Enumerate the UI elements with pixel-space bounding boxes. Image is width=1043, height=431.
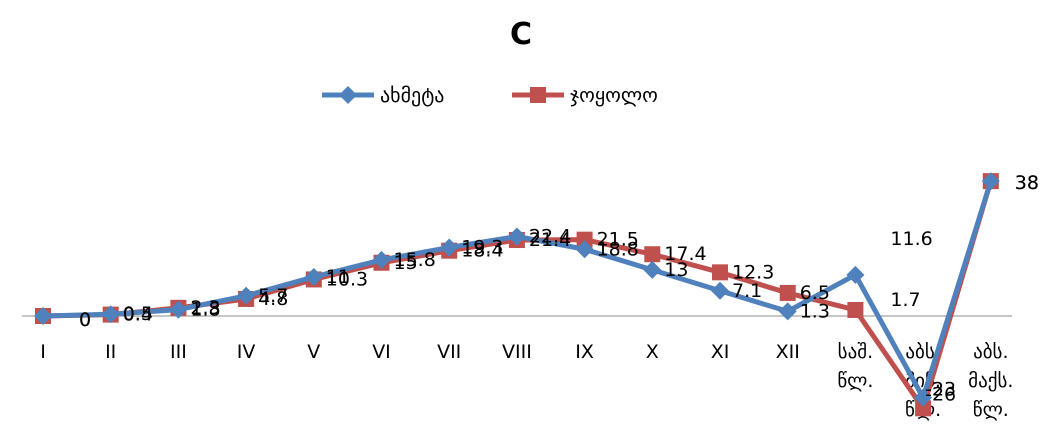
data-label: 1.7: [890, 289, 920, 311]
x-tick-label: X: [646, 341, 659, 363]
data-point-marker: [915, 400, 932, 417]
data-label: 0: [79, 309, 91, 331]
data-label: 12.3: [732, 261, 774, 283]
data-point-marker: [507, 227, 526, 246]
data-label: 15.8: [394, 249, 436, 271]
data-label: 1.3: [800, 300, 830, 322]
data-label: 0.5: [123, 303, 153, 325]
data-point-marker: [981, 172, 1000, 191]
x-tick-label: I: [40, 341, 46, 363]
x-tick-label: IX: [575, 341, 594, 363]
data-point-marker: [304, 267, 323, 286]
data-label: 10.3: [326, 268, 368, 290]
data-point-marker: [846, 265, 865, 284]
data-point-marker: [779, 284, 796, 301]
data-point-marker: [34, 307, 52, 325]
legend-marker: [530, 87, 546, 103]
chart-title: C: [510, 17, 532, 52]
legend-label: ახმეტა: [380, 83, 444, 107]
x-tick-label: მაქს.: [968, 370, 1013, 392]
data-label: 11: [326, 266, 350, 288]
data-label: 21.5: [597, 229, 639, 251]
data-point-marker: [644, 246, 661, 263]
data-label: -23: [925, 379, 956, 401]
x-tick-label: VII: [437, 341, 461, 363]
x-tick-label: IV: [237, 341, 256, 363]
data-label: 6.5: [800, 282, 830, 304]
data-point-marker: [372, 250, 391, 269]
x-tick-label: აბს.: [973, 341, 1008, 363]
legend-label: ჯოყოლო: [570, 83, 658, 107]
data-label: 22.4: [529, 225, 571, 247]
data-label: 21.4: [529, 229, 571, 251]
x-tick-label: წლ.: [837, 370, 873, 392]
data-point-marker: [169, 300, 188, 319]
legend-marker: [339, 86, 357, 104]
x-tick-label: VI: [372, 341, 391, 363]
data-point-marker: [576, 231, 593, 248]
data-label: 2.3: [190, 297, 220, 319]
chart-legend: ახმეტა ჯოყოლო: [322, 83, 658, 107]
x-tick-label: II: [105, 341, 116, 363]
x-tick-label: VIII: [502, 341, 532, 363]
data-point-marker: [237, 286, 256, 305]
data-label: 1.8: [190, 299, 220, 321]
data-point-marker: [778, 302, 797, 321]
data-label: 38: [1015, 172, 1039, 194]
data-label: -26: [925, 383, 956, 405]
data-point-marker: [847, 301, 864, 318]
data-label: 15: [394, 252, 418, 274]
data-point-marker: [712, 264, 728, 281]
data-label: 18.4: [461, 240, 503, 262]
data-point-marker: [914, 388, 933, 407]
series-line: [42, 180, 994, 401]
data-label: 13: [664, 259, 688, 281]
data-point-marker: [711, 281, 729, 300]
data-label: 38: [1015, 172, 1039, 194]
x-tick-label: XII: [776, 341, 800, 363]
x-tick-label: აბს.: [905, 341, 940, 363]
x-tick-label: წლ.: [973, 399, 1009, 421]
data-label: 0.4: [123, 304, 153, 326]
x-tick-label: V: [307, 341, 320, 363]
data-label: 18.8: [597, 238, 639, 260]
data-label: 19.3: [461, 236, 503, 258]
data-label: 5.7: [258, 285, 288, 307]
data-point-marker: [575, 240, 594, 259]
data-point-marker: [643, 260, 662, 279]
x-tick-label: III: [170, 341, 187, 363]
data-point-marker: [440, 238, 459, 257]
data-label: 0: [79, 309, 91, 331]
x-tick-label: XI: [711, 341, 730, 363]
data-label-layer: 0 0.5 1.8 5.7 11 15.8 19.3 22.4 18.8 13 7.1 1.3 11.6…: [79, 172, 1039, 405]
data-label: 7.1: [732, 280, 762, 302]
data-label: 11.6: [890, 228, 932, 250]
data-label: 4.8: [258, 288, 288, 310]
data-point-marker: [101, 305, 120, 324]
x-axis-tick-labels: I II III IV V VI VII VIII IX X XI XII საშ.წლ.აბს.მინ…: [40, 341, 1013, 421]
x-tick-label: საშ.: [838, 341, 873, 363]
data-label: 17.4: [664, 243, 706, 265]
series-layer: [34, 172, 1000, 417]
